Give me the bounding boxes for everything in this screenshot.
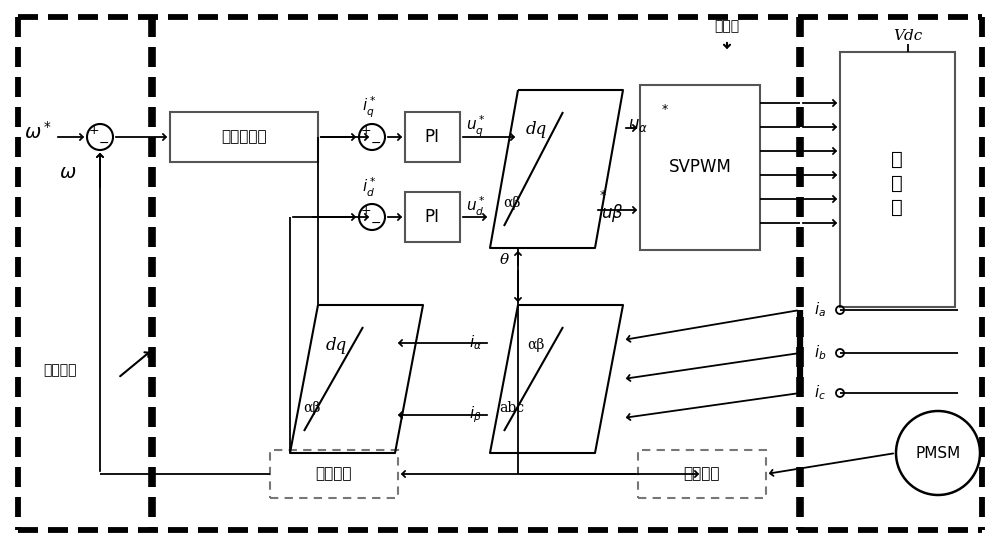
Text: $i_a$: $i_a$ — [814, 301, 826, 319]
Text: $\omega^*$: $\omega^*$ — [24, 121, 52, 143]
Text: αβ: αβ — [527, 338, 545, 352]
Text: −: − — [371, 136, 381, 149]
Text: 器: 器 — [891, 197, 903, 216]
Text: −: − — [371, 216, 381, 229]
Text: $i_q^*$: $i_q^*$ — [362, 95, 376, 120]
Text: $u_\alpha$: $u_\alpha$ — [628, 116, 648, 134]
Bar — [638, 450, 766, 498]
Text: +: + — [361, 123, 371, 136]
Text: $\omega$: $\omega$ — [59, 164, 77, 182]
Text: $i_c$: $i_c$ — [814, 384, 826, 403]
Text: αβ: αβ — [503, 196, 521, 210]
Text: SVPWM: SVPWM — [669, 158, 731, 176]
Bar — [840, 52, 955, 307]
Bar — [640, 85, 760, 250]
Text: $u_q^*$: $u_q^*$ — [466, 114, 486, 138]
Text: PI: PI — [424, 128, 440, 146]
Bar — [405, 112, 460, 162]
Text: 控制电路: 控制电路 — [43, 363, 76, 377]
Text: −: − — [99, 136, 109, 149]
Text: $u_d^*$: $u_d^*$ — [466, 194, 486, 217]
Text: abc: abc — [499, 401, 525, 415]
Bar — [270, 450, 398, 498]
Text: dq: dq — [525, 122, 547, 138]
Circle shape — [87, 124, 113, 150]
Text: 速度计算: 速度计算 — [316, 466, 352, 481]
Text: *: * — [600, 189, 606, 202]
Circle shape — [359, 204, 385, 230]
Text: $u\beta$: $u\beta$ — [601, 202, 624, 224]
Text: 变: 变 — [891, 174, 903, 193]
Bar — [170, 112, 318, 162]
Text: $i_\alpha$: $i_\alpha$ — [469, 334, 482, 352]
Text: 主电路: 主电路 — [714, 19, 740, 33]
Text: 位置检测: 位置检测 — [684, 466, 720, 481]
Text: $i_\beta$: $i_\beta$ — [469, 405, 482, 425]
Text: +: + — [89, 123, 99, 136]
Text: $i_d^*$: $i_d^*$ — [362, 175, 376, 199]
Text: 滑模控制器: 滑模控制器 — [221, 129, 267, 144]
Text: αβ: αβ — [303, 401, 321, 415]
Text: PMSM: PMSM — [915, 445, 961, 460]
Text: dq: dq — [325, 337, 347, 353]
Text: *: * — [662, 103, 668, 116]
Text: Vdc: Vdc — [893, 29, 923, 43]
Text: +: + — [361, 203, 371, 216]
Text: $i_b$: $i_b$ — [814, 344, 826, 362]
Circle shape — [896, 411, 980, 495]
Text: θ: θ — [499, 253, 509, 267]
Bar — [405, 192, 460, 242]
Text: 逆: 逆 — [891, 149, 903, 168]
Text: PI: PI — [424, 208, 440, 226]
Circle shape — [359, 124, 385, 150]
